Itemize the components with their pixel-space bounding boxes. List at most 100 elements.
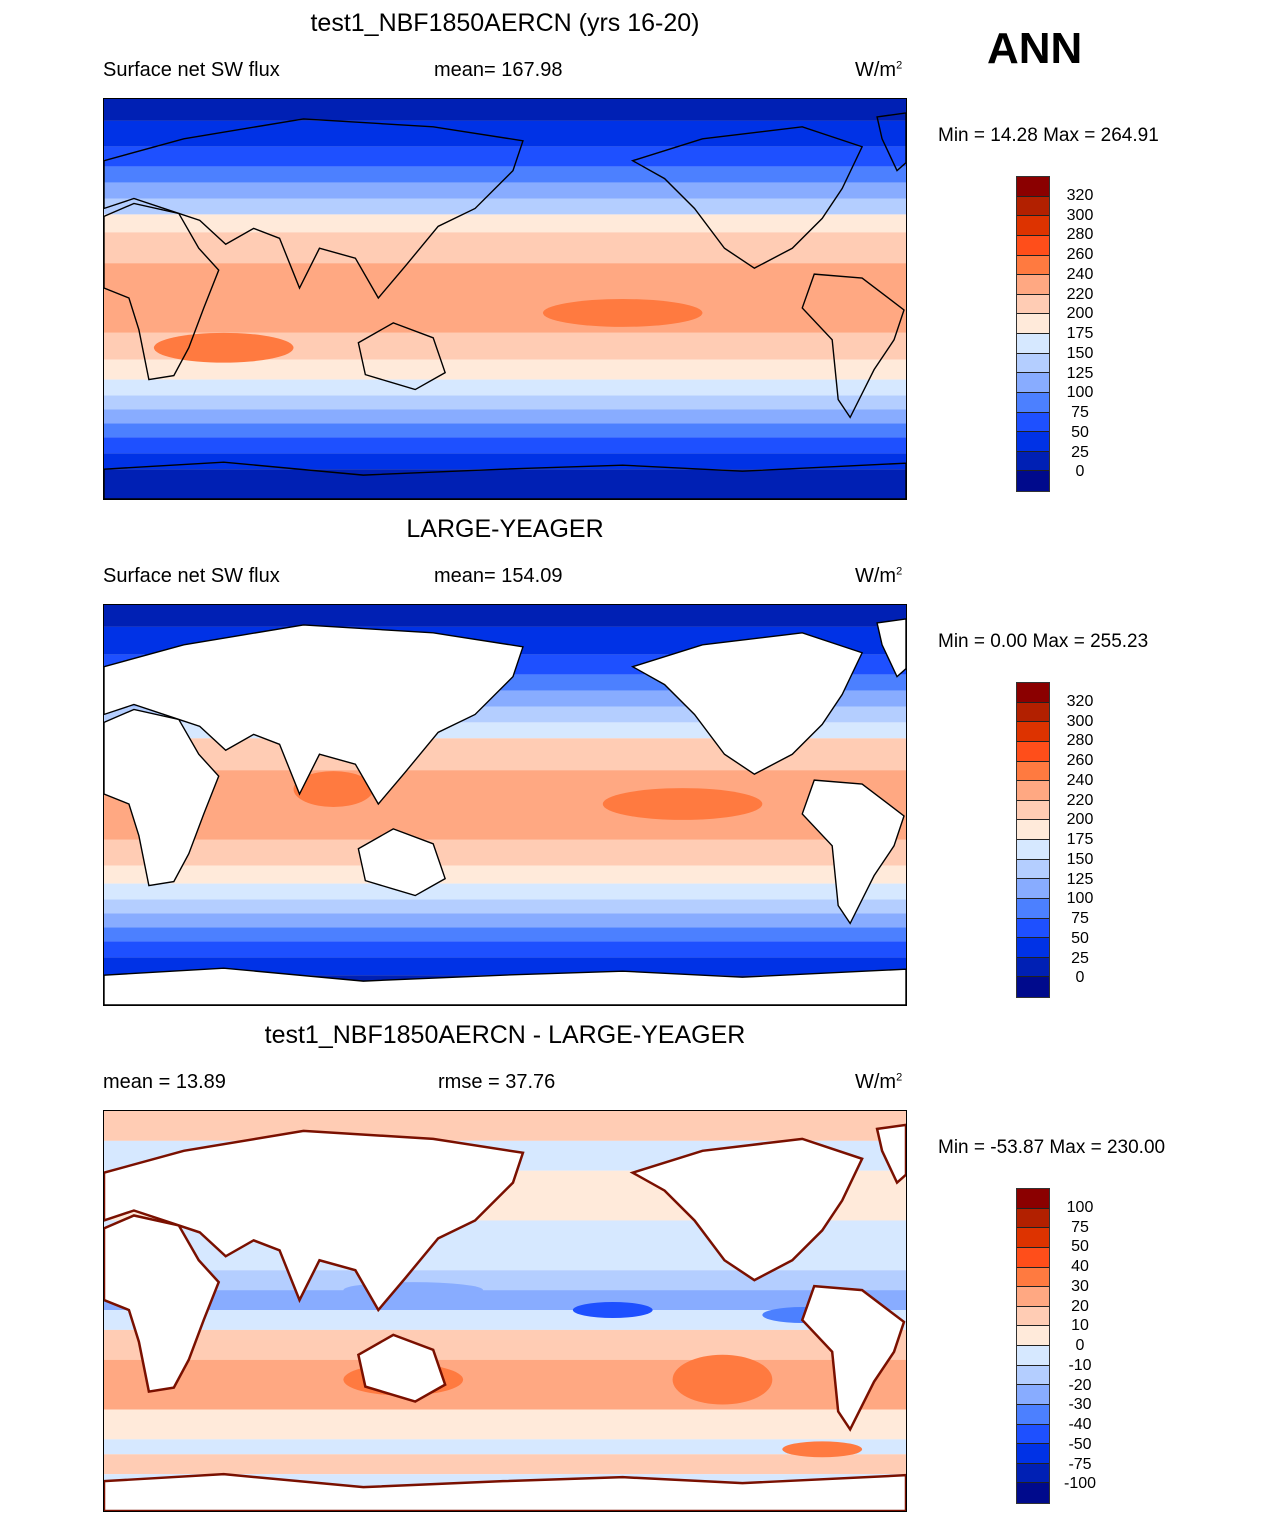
contour-band <box>104 437 906 454</box>
colorbar-label: 240 <box>1066 265 1094 283</box>
colorbar-label: 175 <box>1066 325 1094 342</box>
colorbar-label: -10 <box>1068 1356 1092 1374</box>
colorbar-label: -20 <box>1068 1376 1092 1394</box>
colorbar-box <box>1017 1385 1049 1405</box>
contour-band <box>104 214 906 233</box>
contour-band <box>104 423 906 438</box>
contour-band <box>104 927 906 942</box>
colorbar-box <box>1017 918 1049 939</box>
observations-center-label: mean= 154.09 <box>434 565 563 587</box>
colorbar-label: 100 <box>1066 890 1094 908</box>
contour-band <box>104 1359 906 1410</box>
coastline-eurasia <box>103 624 524 806</box>
colorbar-label: 50 <box>1071 1238 1089 1256</box>
contour-band <box>104 263 906 333</box>
colorbar-label: 10 <box>1071 1317 1089 1335</box>
colorbar-box <box>1017 1208 1049 1229</box>
colorbar-label: 175 <box>1066 831 1094 848</box>
colorbar-label: 75 <box>1071 404 1089 421</box>
contour-band <box>104 1270 906 1291</box>
contour-band <box>104 99 906 121</box>
test-case-center-label: mean= 167.98 <box>434 59 563 81</box>
colorbar-box <box>1017 1306 1049 1327</box>
colorbar-label: 300 <box>1066 206 1094 224</box>
colorbar-box <box>1017 1365 1049 1386</box>
colorbar-box <box>1017 275 1049 295</box>
contour-band <box>104 1409 906 1440</box>
colorbar-label: 260 <box>1066 752 1094 769</box>
test-case-colorbar <box>1016 176 1050 492</box>
difference-units: W/m2 <box>855 1071 903 1093</box>
colorbar-box <box>1017 392 1049 413</box>
coastline-samerica <box>801 273 905 419</box>
contour-band <box>104 941 906 958</box>
colorbar-box <box>1017 1267 1049 1288</box>
colorbar-label: 100 <box>1066 1198 1094 1216</box>
colorbar-box <box>1017 1228 1049 1248</box>
contour-band <box>104 359 906 380</box>
difference-map <box>102 1110 908 1513</box>
colorbar-label: 125 <box>1066 870 1094 888</box>
colorbar-box <box>1017 177 1049 197</box>
observations-colorbar <box>1016 682 1050 998</box>
coastline-australia <box>357 828 446 897</box>
colorbar-box <box>1017 781 1049 801</box>
contour-band <box>104 120 906 147</box>
colorbar-label: 30 <box>1071 1277 1089 1295</box>
colorbar-label: 300 <box>1066 712 1094 730</box>
colorbar-box <box>1017 683 1049 703</box>
colorbar-label: 200 <box>1066 811 1094 829</box>
colorbar-box <box>1017 800 1049 821</box>
colorbar-box <box>1017 879 1049 899</box>
colorbar-box <box>1017 1404 1049 1425</box>
difference-left-label: mean = 13.89 <box>103 1071 226 1093</box>
colorbar-label: 280 <box>1066 732 1094 750</box>
colorbar-box <box>1017 216 1049 236</box>
colorbar-box <box>1017 1287 1049 1307</box>
colorbar-label: -50 <box>1068 1435 1092 1453</box>
contour-band <box>104 899 906 914</box>
colorbar-box <box>1017 451 1049 472</box>
observations-left-label: Surface net SW flux <box>103 565 280 587</box>
colorbar-label: 320 <box>1066 692 1094 710</box>
contour-blob <box>293 771 374 807</box>
coastline-greenland <box>876 618 907 678</box>
difference-colorbar <box>1016 1188 1050 1504</box>
contour-band <box>104 1439 906 1455</box>
colorbar-label: 0 <box>1075 969 1085 987</box>
colorbar-label: 50 <box>1071 423 1089 441</box>
contour-blob <box>503 749 623 770</box>
colorbar-box <box>1017 235 1049 256</box>
colorbar-label: 150 <box>1066 344 1094 362</box>
coastline-eurasia <box>102 1129 525 1313</box>
observations-minmax: Min = 0.00 Max = 255.23 <box>938 631 1149 652</box>
difference-title: test1_NBF1850AERCN - LARGE-YEAGER <box>264 1021 746 1049</box>
colorbar-box <box>1017 1463 1049 1484</box>
colorbar-box <box>1017 938 1049 958</box>
colorbar-box <box>1017 314 1049 334</box>
colorbar-label: -100 <box>1063 1475 1097 1493</box>
coastline-australia <box>357 322 446 391</box>
colorbar-box <box>1017 741 1049 762</box>
contour-band <box>104 469 906 499</box>
colorbar-box <box>1017 334 1049 354</box>
colorbar-label: 200 <box>1066 305 1094 323</box>
contour-band <box>104 409 906 424</box>
colorbar-box <box>1017 1326 1049 1346</box>
colorbar-label: 0 <box>1075 1337 1085 1354</box>
colorbar-label: 75 <box>1071 910 1089 927</box>
colorbar-label: 25 <box>1071 443 1089 461</box>
observations-units: W/m2 <box>855 565 903 587</box>
colorbar-box <box>1017 1247 1049 1268</box>
contour-band <box>104 198 906 215</box>
colorbar-box <box>1017 1189 1049 1209</box>
colorbar-label: 220 <box>1066 791 1094 809</box>
colorbar-box <box>1017 840 1049 860</box>
contour-band <box>104 913 906 928</box>
colorbar-box <box>1017 957 1049 978</box>
colorbar-box <box>1017 196 1049 217</box>
contour-blob <box>443 238 563 259</box>
contour-blob <box>672 1354 773 1405</box>
colorbar-label: 150 <box>1066 850 1094 868</box>
